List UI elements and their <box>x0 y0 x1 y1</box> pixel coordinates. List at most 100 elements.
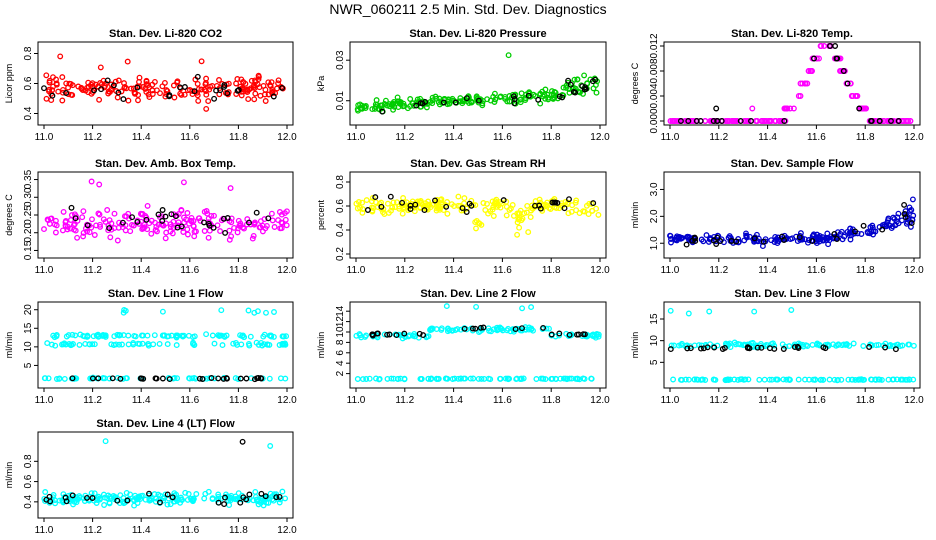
x-tick-label: 12.0 <box>277 525 297 536</box>
data-point <box>533 376 540 382</box>
data-point <box>268 332 274 339</box>
reference-point <box>224 90 231 97</box>
x-tick-label: 11.6 <box>180 265 199 276</box>
reference-point <box>552 199 559 206</box>
reference-point <box>809 238 816 245</box>
data-point <box>517 96 524 103</box>
data-point <box>526 324 533 331</box>
data-point <box>174 332 181 339</box>
data-point <box>711 376 717 383</box>
y-tick-label: 0.6 <box>23 76 34 90</box>
data-point <box>495 202 502 209</box>
reference-point <box>459 205 466 212</box>
data-point <box>530 327 536 334</box>
y-tick-label: 8 <box>335 339 346 345</box>
data-point <box>42 489 49 495</box>
y-axis-label: ml/min <box>630 332 640 359</box>
x-tick-label: 11.8 <box>229 132 248 143</box>
data-point <box>125 332 132 339</box>
data-point <box>565 210 572 217</box>
data-point <box>57 53 64 60</box>
data-point <box>769 376 775 383</box>
reference-point <box>162 213 169 220</box>
data-point <box>895 210 902 217</box>
x-tick-label: 12.0 <box>277 265 297 276</box>
data-point <box>523 209 530 216</box>
reference-point <box>166 376 173 383</box>
data-point <box>164 333 171 340</box>
data-point <box>850 340 857 347</box>
data-point <box>537 199 544 206</box>
reference-point <box>420 332 427 339</box>
reference-point <box>469 325 476 332</box>
data-point <box>797 80 804 87</box>
scatter-series <box>41 53 286 112</box>
x-tick-label: 11.0 <box>347 132 366 143</box>
data-point <box>878 376 885 383</box>
data-point <box>283 222 290 229</box>
y-tick-label: 0.01 <box>335 91 346 111</box>
reference-point <box>700 345 707 352</box>
data-point <box>703 232 710 239</box>
data-point <box>473 303 480 310</box>
data-point <box>216 77 222 83</box>
data-point <box>266 375 273 382</box>
data-point <box>211 340 218 347</box>
reference-point <box>901 211 908 217</box>
y-tick-label: 0.6 <box>23 474 34 488</box>
data-point <box>102 438 109 445</box>
data-point <box>107 234 114 241</box>
data-point <box>89 341 96 348</box>
reference-point <box>62 494 69 501</box>
data-point <box>838 68 845 74</box>
reference-point <box>124 497 131 504</box>
data-point <box>141 224 148 231</box>
data-point <box>124 58 131 65</box>
data-point <box>187 217 194 224</box>
data-point <box>373 375 379 382</box>
reference-point <box>258 490 265 497</box>
reference-point <box>500 197 507 204</box>
data-point <box>539 375 546 382</box>
data-point <box>783 376 790 383</box>
data-point <box>227 185 234 192</box>
data-point <box>668 236 674 242</box>
data-point <box>123 85 130 92</box>
data-point <box>759 118 766 124</box>
data-point <box>237 222 244 229</box>
data-point <box>247 333 254 340</box>
data-point <box>489 206 496 213</box>
reference-point <box>63 498 70 505</box>
data-point <box>167 223 174 230</box>
data-point <box>527 214 534 221</box>
data-point <box>427 376 434 383</box>
data-point <box>726 118 733 124</box>
data-point <box>437 205 444 212</box>
data-point <box>576 210 583 217</box>
data-point <box>363 197 370 204</box>
data-point <box>428 326 435 333</box>
data-point <box>514 219 521 226</box>
data-point <box>265 91 272 98</box>
data-point <box>226 227 233 234</box>
reference-point <box>109 375 116 382</box>
reference-point <box>196 375 203 382</box>
data-point <box>268 210 275 217</box>
data-point <box>182 489 189 496</box>
panel-title: Stan. Dev. Line 4 (LT) Flow <box>96 418 235 430</box>
data-point <box>71 498 78 505</box>
data-point <box>48 215 55 222</box>
reference-point <box>443 203 450 210</box>
reference-point <box>559 94 566 101</box>
data-point <box>237 332 244 339</box>
reference-point <box>537 205 544 212</box>
reference-point <box>384 331 391 338</box>
plot-frame <box>663 301 921 389</box>
data-point <box>858 231 865 237</box>
data-point <box>227 497 234 504</box>
data-point <box>144 332 151 339</box>
data-point <box>252 90 259 97</box>
data-point <box>446 327 453 334</box>
data-point <box>245 307 252 314</box>
y-tick-label: 2 <box>335 370 346 376</box>
